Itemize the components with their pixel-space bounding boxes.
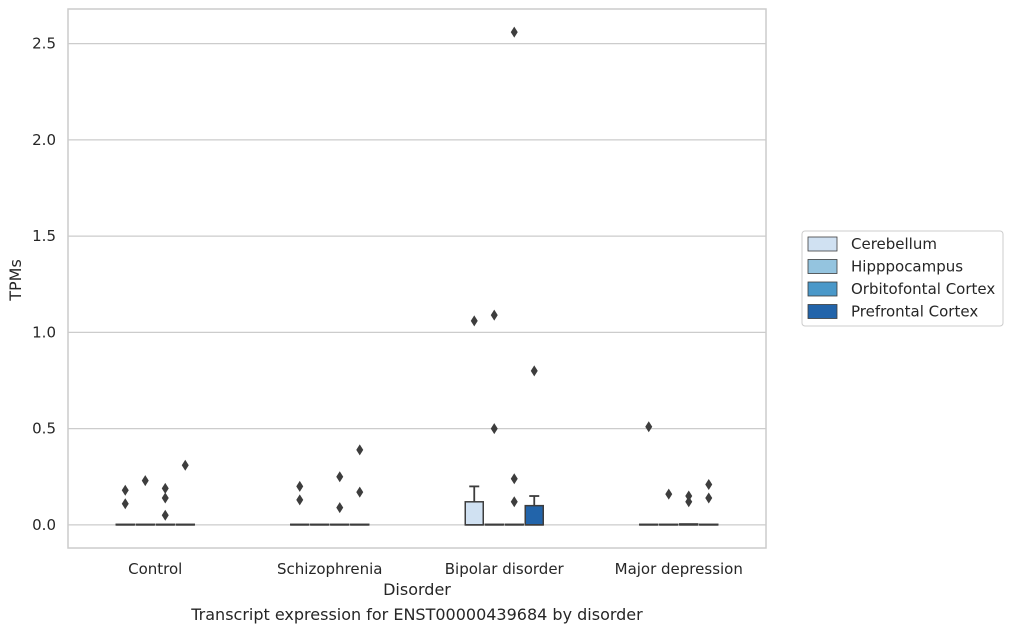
x-tick-label: Bipolar disorder — [445, 560, 565, 578]
x-tick-labels: Control Schizophrenia Bipolar disorder Majo… — [128, 560, 743, 578]
outlier-point — [121, 498, 129, 510]
box-3-1 — [659, 523, 679, 526]
outlier-point — [705, 492, 713, 504]
outlier-point — [470, 315, 478, 327]
box-2-1 — [484, 523, 504, 526]
legend-label: Hipppocampus — [851, 258, 963, 276]
legend-label: Cerebellum — [851, 235, 937, 253]
legend-swatch — [807, 281, 838, 297]
outlier-point — [296, 480, 304, 492]
box-body — [524, 504, 544, 526]
grid-lines — [68, 43, 766, 526]
y-tick-label: 2.0 — [32, 131, 56, 149]
outlier-point — [490, 309, 498, 321]
legend-swatch — [807, 304, 838, 319]
chart-caption: Transcript expression for ENST0000043968… — [191, 605, 643, 624]
outlier-point — [705, 478, 713, 490]
outlier-point — [685, 490, 693, 502]
y-tick-label: 1.5 — [32, 227, 56, 245]
box-2-0 — [464, 485, 484, 526]
outlier-point — [336, 502, 344, 514]
box-0-3 — [175, 523, 195, 526]
legend: Cerebellum Hipppocampus Orbitofontal Corte… — [801, 230, 1004, 327]
box-0-2 — [155, 523, 175, 526]
outlier-point — [530, 365, 538, 377]
x-tick-label: Schizophrenia — [277, 560, 382, 578]
outlier-point — [296, 494, 304, 506]
x-axis-label: Disorder — [383, 580, 451, 599]
y-tick-label: 2.5 — [32, 35, 56, 53]
outlier-point — [685, 496, 693, 508]
box-body — [464, 501, 484, 526]
legend-swatch — [807, 259, 838, 274]
box-2-2 — [504, 523, 524, 526]
box-3-3 — [699, 523, 719, 526]
y-tick-label: 0.0 — [32, 516, 56, 534]
outlier-point — [161, 509, 169, 521]
box-0-1 — [135, 523, 155, 526]
x-tick-label: Control — [128, 560, 182, 578]
box-1-2 — [330, 523, 350, 526]
y-tick-labels: 0.0 0.5 1.0 1.5 2.0 2.5 — [32, 35, 56, 534]
outliers — [121, 26, 713, 521]
box-1-1 — [310, 523, 330, 526]
box-3-2 — [679, 523, 699, 526]
outlier-point — [181, 459, 189, 471]
box-1-0 — [290, 523, 310, 526]
outlier-point — [490, 423, 498, 435]
outlier-point — [161, 482, 169, 494]
outlier-point — [356, 486, 364, 498]
legend-label: Prefrontal Cortex — [851, 303, 978, 321]
outlier-point — [141, 475, 149, 487]
plot-frame — [67, 8, 767, 549]
outlier-point — [510, 26, 518, 38]
x-tick-label: Major depression — [615, 560, 743, 578]
box-3-0 — [639, 523, 659, 526]
legend-swatch — [807, 236, 838, 252]
box-2-3 — [524, 495, 544, 526]
boxes — [115, 485, 719, 526]
outlier-point — [356, 444, 364, 456]
outlier-point — [121, 484, 129, 496]
outlier-point — [510, 496, 518, 508]
outlier-point — [510, 473, 518, 485]
legend-label: Orbitofontal Cortex — [851, 280, 995, 298]
y-tick-label: 0.5 — [32, 420, 56, 438]
legend-frame — [801, 230, 1004, 327]
outlier-point — [336, 471, 344, 483]
outlier-point — [161, 492, 169, 504]
y-tick-label: 1.0 — [32, 323, 56, 341]
outlier-point — [665, 488, 673, 500]
box-1-3 — [350, 523, 370, 526]
y-axis-label: TPMs — [6, 259, 25, 302]
box-0-0 — [115, 523, 135, 526]
outlier-point — [645, 421, 653, 433]
